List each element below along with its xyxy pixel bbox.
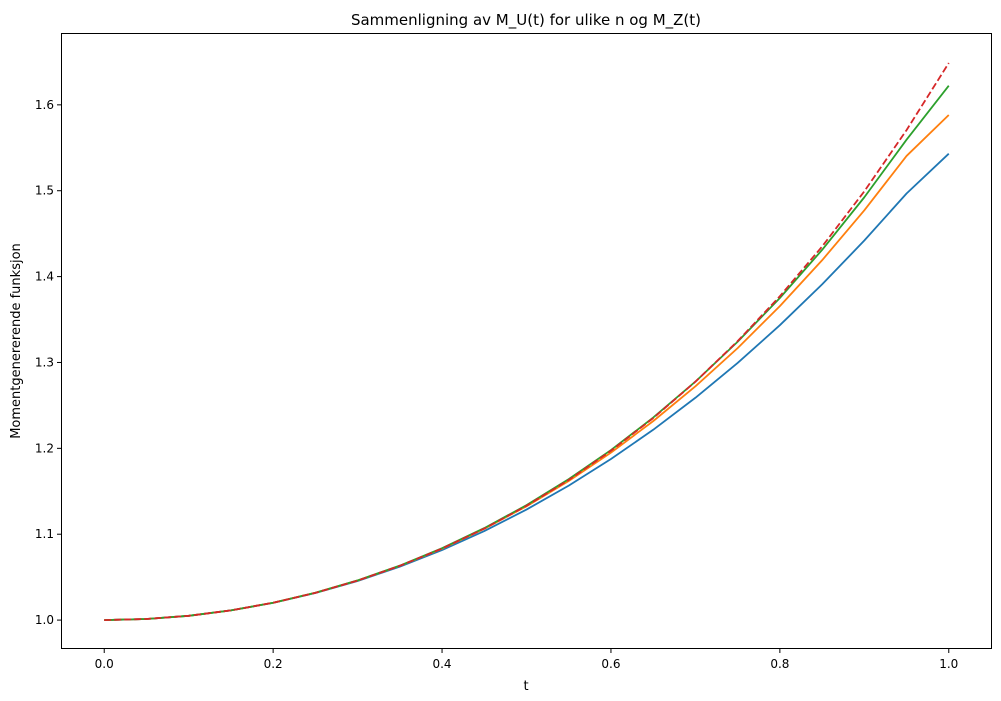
series-line-1	[104, 153, 950, 621]
plot-area	[104, 62, 950, 621]
chart-title: Sammenligning av M_U(t) for ulike n og M…	[351, 11, 701, 30]
y-tick-label: 1.3	[35, 355, 54, 369]
series-line-4	[104, 62, 950, 621]
series-line-3	[104, 85, 950, 621]
x-axis-label: t	[523, 679, 528, 694]
x-tick-label: 0.2	[264, 657, 283, 671]
y-tick-label: 1.0	[35, 613, 54, 627]
y-axis: 1.0 1.1 1.2 1.3 1.4 1.5 1.6	[35, 98, 62, 627]
y-tick-label: 1.6	[35, 98, 54, 112]
x-tick-label: 0.8	[770, 657, 789, 671]
plot-frame	[61, 33, 992, 649]
x-tick-label: 0.0	[95, 657, 114, 671]
x-tick-label: 0.6	[601, 657, 620, 671]
x-tick-label: 1.0	[939, 657, 958, 671]
y-tick-label: 1.4	[35, 270, 54, 284]
y-tick-label: 1.2	[35, 441, 54, 455]
x-axis: 0.0 0.2 0.4 0.6 0.8 1.0	[95, 648, 958, 671]
y-tick-label: 1.1	[35, 527, 54, 541]
y-axis-label: Momentgenererende funksjon	[9, 243, 24, 439]
y-tick-label: 1.5	[35, 184, 54, 198]
series-line-2	[104, 114, 950, 621]
x-tick-label: 0.4	[432, 657, 451, 671]
